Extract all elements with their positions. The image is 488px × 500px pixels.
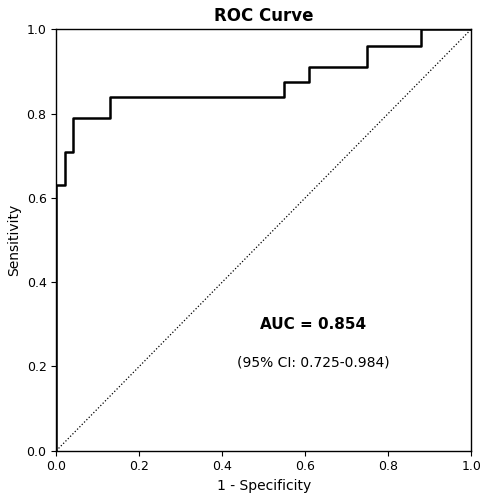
Text: AUC = 0.854: AUC = 0.854: [261, 317, 366, 332]
X-axis label: 1 - Specificity: 1 - Specificity: [217, 479, 311, 493]
Y-axis label: Sensitivity: Sensitivity: [7, 204, 21, 276]
Text: (95% CI: 0.725-0.984): (95% CI: 0.725-0.984): [237, 356, 390, 370]
Title: ROC Curve: ROC Curve: [214, 7, 313, 25]
